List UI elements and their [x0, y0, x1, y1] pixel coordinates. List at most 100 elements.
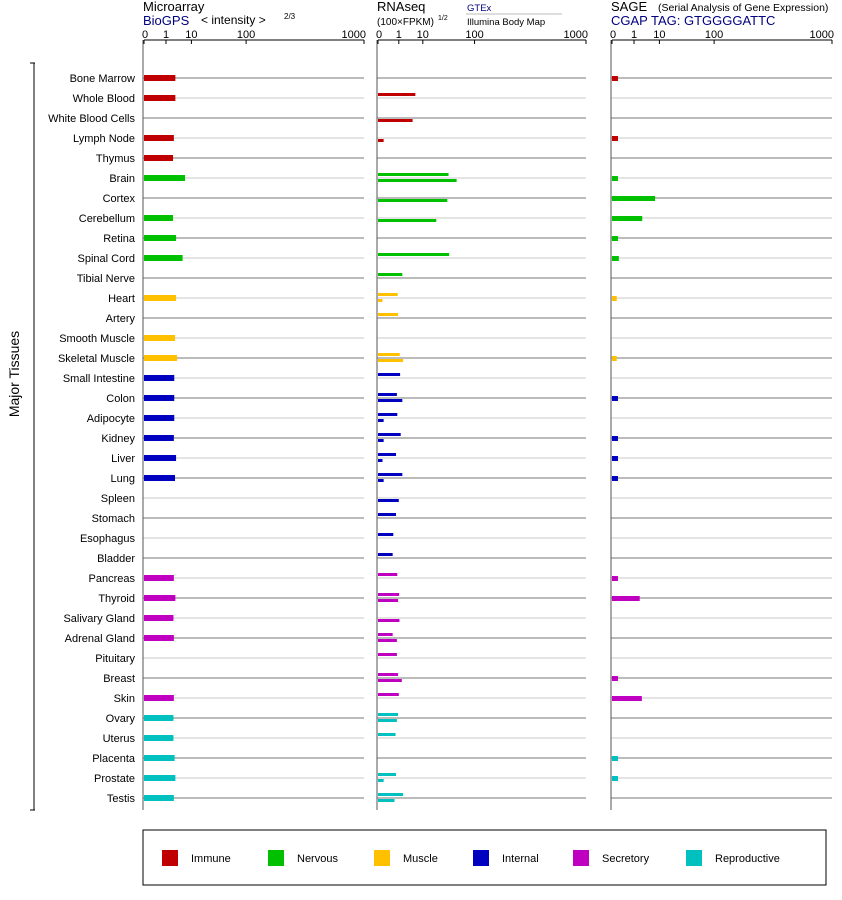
data-bar	[378, 679, 402, 682]
x-tick-label: 100	[237, 29, 255, 41]
data-bar	[144, 695, 174, 701]
data-bar	[378, 179, 457, 182]
category-label: Heart	[108, 293, 135, 305]
axes-layer: 0 1 10 100 1000 0 1 10 100 1000 0 1 10 100 1000	[142, 29, 834, 810]
data-bar	[612, 696, 642, 701]
legend-label: Immune	[191, 853, 231, 865]
data-bar	[612, 476, 618, 481]
category-label: Bone Marrow	[70, 73, 135, 85]
data-bar	[378, 313, 399, 316]
data-bar	[378, 593, 400, 596]
data-bar	[144, 775, 176, 781]
category-label: Small Intestine	[63, 373, 135, 385]
data-bar	[378, 93, 416, 96]
data-bar	[378, 533, 394, 536]
data-bar	[144, 395, 175, 401]
illumina-source-label: Illumina Body Map	[467, 17, 545, 28]
category-label: Pancreas	[89, 573, 136, 585]
panel-1-scale-exponent: 2/3	[284, 12, 296, 21]
data-bar	[612, 596, 640, 601]
data-bar	[612, 196, 656, 201]
data-bar	[378, 459, 383, 462]
data-bar	[378, 779, 384, 782]
data-bar	[144, 615, 174, 621]
data-bar	[378, 299, 383, 302]
data-bar	[378, 199, 448, 202]
category-label: Uterus	[103, 733, 136, 745]
data-bar	[144, 95, 176, 101]
x-tick-label: 10	[653, 29, 665, 41]
data-bar	[612, 436, 618, 441]
legend-label: Reproductive	[715, 853, 780, 865]
category-label: Artery	[106, 313, 136, 325]
data-bar	[378, 433, 401, 436]
data-bar	[378, 719, 397, 722]
legend: Immune Nervous Muscle Internal Secretory Repr…	[162, 850, 780, 866]
data-bar	[378, 293, 398, 296]
data-bar	[378, 373, 401, 376]
data-bar	[612, 776, 618, 781]
category-label: Stomach	[92, 513, 135, 525]
y-group-label: Major Tissues	[6, 331, 22, 417]
data-bar	[378, 673, 399, 676]
data-bar	[378, 253, 450, 256]
x-tick-label: 1	[163, 29, 169, 41]
category-label: Thyroid	[98, 593, 135, 605]
data-bar	[144, 755, 175, 761]
data-bar	[144, 795, 174, 801]
panel-1-subtitle: BioGPS	[143, 13, 190, 28]
data-bar	[378, 693, 399, 696]
bars-layer	[144, 75, 656, 802]
data-bar	[612, 356, 617, 361]
category-label: Smooth Muscle	[59, 333, 135, 345]
x-tick-label: 1000	[810, 29, 834, 41]
category-label: Lung	[111, 473, 135, 485]
data-bar	[144, 355, 178, 361]
panel-3-title: SAGE	[611, 0, 647, 14]
data-bar	[612, 236, 618, 241]
category-label: Placenta	[92, 753, 136, 765]
legend-swatch	[268, 850, 284, 866]
data-bar	[144, 475, 176, 481]
data-bar	[378, 479, 384, 482]
legend-label: Internal	[502, 853, 539, 865]
data-bar	[612, 176, 618, 181]
category-label: Bladder	[97, 553, 135, 565]
data-bar	[144, 595, 176, 601]
data-bar	[144, 575, 174, 581]
data-bar	[144, 155, 174, 161]
data-bar	[612, 136, 618, 141]
data-bar	[378, 219, 437, 222]
category-label: Testis	[107, 793, 136, 805]
data-bar	[378, 173, 449, 176]
x-tick-label: 1000	[564, 29, 588, 41]
data-bar	[144, 295, 177, 301]
data-bar	[144, 235, 177, 241]
row-lines-layer: Bone Marrow Whole Blood White Blood Cells L…	[48, 73, 832, 805]
category-label: Retina	[103, 233, 136, 245]
category-label: Salivary Gland	[63, 613, 135, 625]
category-label: Cortex	[103, 193, 136, 205]
data-bar	[612, 256, 619, 261]
data-bar	[612, 76, 618, 81]
x-tick-label: 10	[185, 29, 197, 41]
panel-3-title-note: (Serial Analysis of Gene Expression)	[658, 2, 828, 14]
data-bar	[612, 396, 618, 401]
data-bar	[144, 75, 176, 81]
category-label: Adrenal Gland	[65, 633, 135, 645]
data-bar	[144, 735, 174, 741]
data-bar	[378, 419, 384, 422]
panel-3-subtitle: CGAP TAG: GTGGGGATTC	[611, 13, 775, 28]
category-label: Liver	[111, 453, 135, 465]
category-label: Thymus	[96, 153, 136, 165]
legend-swatch	[374, 850, 390, 866]
legend-swatch	[162, 850, 178, 866]
data-bar	[378, 273, 403, 276]
data-bar	[144, 255, 183, 261]
legend-swatch	[473, 850, 489, 866]
category-label: Adipocyte	[87, 413, 135, 425]
data-bar	[378, 359, 404, 362]
legend-swatch	[686, 850, 702, 866]
data-bar	[612, 456, 618, 461]
data-bar	[378, 119, 413, 122]
